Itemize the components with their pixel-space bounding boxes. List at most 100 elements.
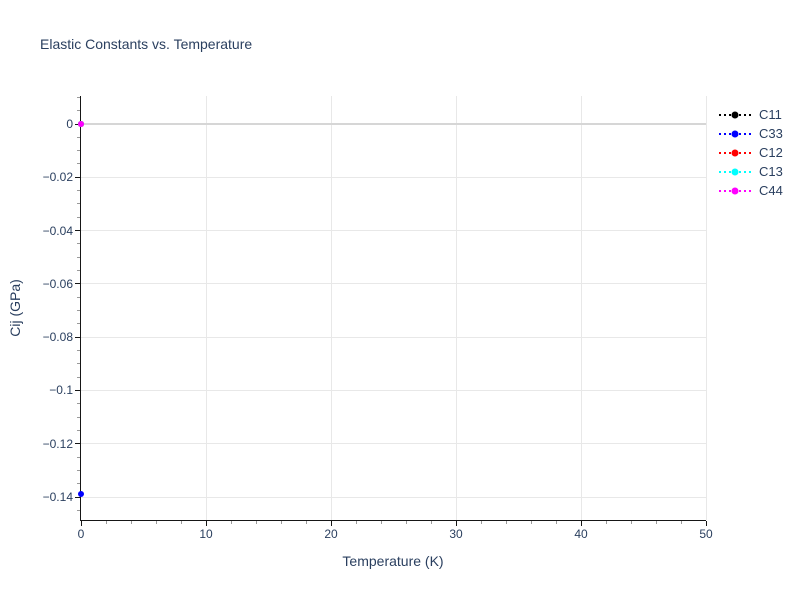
gridline-horizontal [81, 443, 706, 445]
legend-item-label: C12 [759, 145, 783, 160]
x-minor-tick [155, 521, 157, 524]
x-minor-tick [605, 521, 607, 524]
y-tick-label: −0.14 [42, 490, 73, 504]
y-minor-tick [77, 110, 80, 112]
y-axis-title: Cij (GPa) [7, 279, 23, 337]
y-minor-tick [77, 150, 80, 152]
gridline-vertical [330, 96, 332, 520]
x-minor-tick [380, 521, 382, 524]
legend-item-c12[interactable]: C12 [718, 143, 783, 162]
y-minor-tick [77, 296, 80, 298]
x-minor-tick [680, 521, 682, 524]
y-axis-line [80, 96, 81, 521]
y-minor-tick [77, 469, 80, 471]
y-tick-label: −0.02 [42, 170, 73, 185]
chart-title: Elastic Constants vs. Temperature [40, 36, 253, 52]
x-minor-tick [655, 521, 657, 524]
y-minor-tick [77, 190, 80, 192]
y-major-tick [75, 496, 80, 498]
gridline-vertical [580, 96, 582, 520]
x-minor-tick [105, 521, 107, 524]
x-major-tick [330, 521, 332, 526]
gridline-horizontal [81, 283, 706, 285]
legend-item-label: C13 [759, 164, 783, 179]
x-minor-tick [305, 521, 307, 524]
y-minor-tick [77, 203, 80, 205]
x-minor-tick [430, 521, 432, 524]
y-tick-label: −0.12 [42, 436, 73, 451]
gridline-horizontal [81, 389, 706, 391]
y-major-tick [75, 123, 80, 125]
legend-item-c44[interactable]: C44 [718, 181, 783, 200]
x-minor-tick [530, 521, 532, 524]
gridline-horizontal [81, 230, 706, 232]
x-minor-tick [355, 521, 357, 524]
legend-item-label: C33 [759, 126, 783, 141]
y-major-tick [75, 443, 80, 445]
x-major-tick [705, 521, 707, 526]
y-minor-tick [77, 163, 80, 165]
gridline-horizontal [81, 496, 706, 498]
x-minor-tick [230, 521, 232, 524]
x-major-tick [580, 521, 582, 526]
data-point-c33[interactable] [78, 491, 84, 498]
x-tick-label: 0 [77, 527, 85, 541]
legend-sample-c13-icon [719, 168, 751, 175]
y-minor-tick [77, 403, 80, 405]
y-minor-tick [77, 509, 80, 511]
gridline-vertical [205, 96, 207, 520]
x-tick-label: 10 [199, 527, 213, 541]
x-minor-tick [630, 521, 632, 524]
y-minor-tick [77, 416, 80, 418]
x-major-tick [80, 521, 82, 526]
x-minor-tick [280, 521, 282, 524]
y-minor-tick [77, 363, 80, 365]
x-tick-label: 20 [324, 527, 338, 541]
x-minor-tick [130, 521, 132, 524]
x-axis-line [80, 520, 706, 521]
y-minor-tick [77, 243, 80, 245]
x-minor-tick [255, 521, 257, 524]
gridline-vertical [455, 96, 457, 520]
y-minor-tick [77, 96, 80, 98]
y-tick-label: −0.1 [49, 383, 73, 398]
y-minor-tick [77, 310, 80, 311]
x-tick-label: 40 [574, 527, 588, 541]
x-tick-label: 50 [699, 527, 713, 541]
legend-sample-c33-icon [719, 130, 751, 137]
gridline-horizontal [81, 336, 706, 338]
plot-area[interactable] [81, 96, 706, 520]
x-minor-tick [505, 521, 507, 524]
legend-sample-c44-icon [719, 187, 751, 194]
x-minor-tick [480, 521, 482, 524]
x-axis-title: Temperature (K) [342, 553, 444, 569]
y-major-tick [75, 336, 80, 338]
legend-item-c13[interactable]: C13 [718, 162, 783, 181]
legend-item-c11[interactable]: C11 [718, 105, 783, 124]
y-minor-tick [77, 136, 80, 138]
y-tick-label: −0.04 [42, 223, 73, 238]
x-minor-tick [180, 521, 182, 524]
y-minor-tick [77, 483, 80, 485]
y-major-tick [75, 176, 80, 178]
y-major-tick [75, 230, 80, 232]
y-minor-tick [77, 456, 80, 458]
x-tick-label: 30 [449, 527, 463, 541]
legend-sample-c11-icon [719, 111, 751, 118]
gridline-vertical [705, 96, 707, 520]
legend-sample-c12-icon [719, 149, 751, 156]
legend-item-label: C44 [759, 183, 783, 198]
gridline-horizontal [81, 176, 706, 178]
y-tick-label: −0.08 [42, 330, 73, 345]
y-minor-tick [77, 349, 80, 351]
x-major-tick [455, 521, 457, 526]
legend-item-c33[interactable]: C33 [718, 124, 783, 143]
y-minor-tick [77, 216, 80, 218]
data-point-c44[interactable] [78, 121, 84, 127]
x-minor-tick [555, 521, 557, 524]
y-minor-tick [77, 270, 80, 272]
y-minor-tick [77, 429, 80, 431]
y-major-tick [75, 389, 80, 391]
zero-line [81, 123, 706, 125]
